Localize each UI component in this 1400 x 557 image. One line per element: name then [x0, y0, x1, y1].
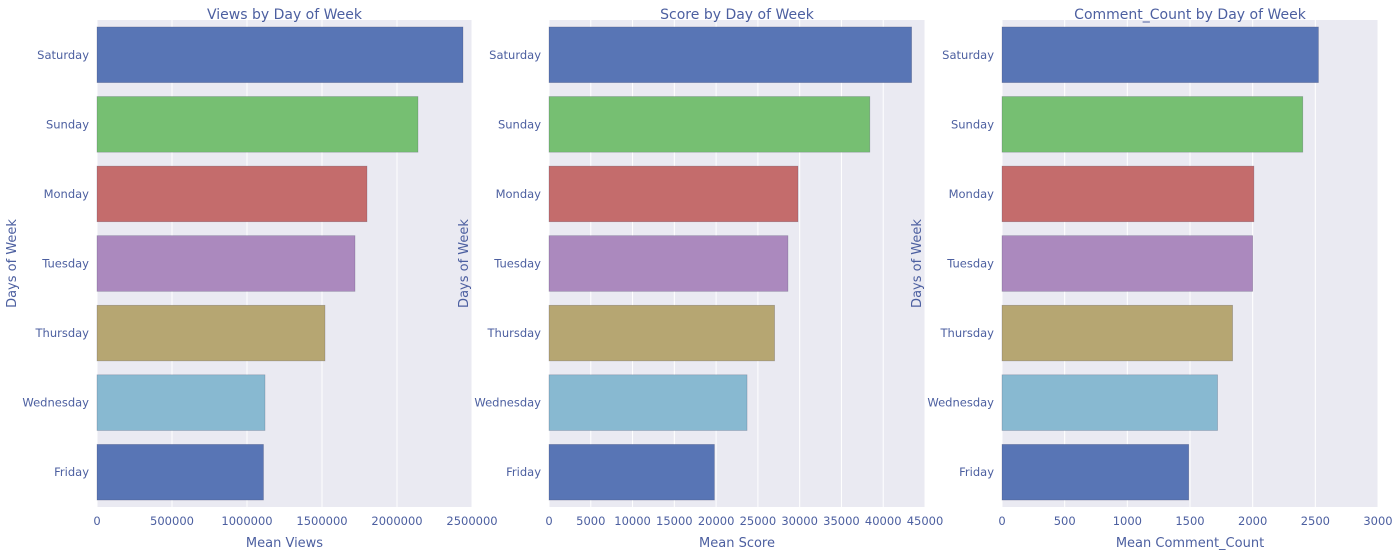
x-tick-label: 0: [998, 514, 1005, 528]
y-axis-label: Days of Week: [5, 219, 20, 308]
y-tick-label: Monday: [949, 187, 995, 201]
x-tick-label: 35000: [823, 514, 860, 528]
chart-title: Score by Day of Week: [660, 7, 815, 23]
x-tick-label: 25000: [740, 514, 777, 528]
bar-saturday: [1001, 26, 1319, 83]
x-tick-label: 40000: [865, 514, 902, 528]
y-tick-label: Tuesday: [946, 257, 994, 271]
x-tick-label: 2500: [1301, 514, 1330, 528]
y-tick-label: Saturday: [942, 48, 994, 62]
bar-sunday: [1001, 96, 1304, 153]
bar-wednesday: [1001, 374, 1218, 431]
bar-saturday: [96, 26, 464, 83]
bar-thursday: [548, 304, 775, 362]
y-tick-label: Monday: [44, 187, 90, 201]
bar-monday: [1001, 165, 1255, 223]
y-tick-label: Sunday: [951, 117, 994, 131]
x-tick-label: 20000: [698, 514, 735, 528]
bar-tuesday: [96, 235, 356, 292]
bar-friday: [96, 444, 264, 501]
bar-wednesday: [96, 374, 266, 431]
x-tick-label: 2000000: [371, 514, 422, 528]
x-tick-label: 15000: [656, 514, 693, 528]
x-tick-label: 0: [545, 514, 552, 528]
y-tick-label: Friday: [506, 465, 541, 479]
y-tick-label: Tuesday: [493, 257, 541, 271]
chart-panel-2: Saturday Sunday Monday Tuesday Thursday Wedne…: [457, 7, 943, 551]
bar-tuesday: [1001, 235, 1253, 292]
y-tick-label: Friday: [54, 465, 89, 479]
x-tick-label: 30000: [781, 514, 818, 528]
y-tick-label: Thursday: [940, 326, 995, 340]
bar-saturday: [548, 26, 912, 83]
x-tick-label: 0: [93, 514, 100, 528]
y-tick-label: Saturday: [489, 48, 541, 62]
y-tick-label: Friday: [959, 465, 994, 479]
bar-thursday: [96, 304, 326, 362]
bar-thursday: [1001, 304, 1233, 362]
x-tick-label: 1000000: [221, 514, 272, 528]
x-tick-label: 2500000: [446, 514, 497, 528]
y-axis-label: Days of Week: [910, 219, 925, 308]
y-tick-label: Monday: [496, 187, 542, 201]
y-tick-label: Tuesday: [41, 257, 89, 271]
x-tick-label: 500000: [150, 514, 194, 528]
chart-title: Views by Day of Week: [207, 7, 363, 23]
chart-title: Comment_Count by Day of Week: [1074, 7, 1307, 23]
x-tick-label: 1500000: [296, 514, 347, 528]
x-tick-label: 45000: [907, 514, 944, 528]
bar-friday: [548, 444, 715, 501]
x-tick-label: 1000: [1113, 514, 1142, 528]
x-tick-label: 2000: [1238, 514, 1267, 528]
y-tick-label: Saturday: [37, 48, 89, 62]
y-tick-label: Sunday: [46, 117, 89, 131]
x-axis-label: Mean Score: [699, 536, 775, 551]
y-tick-label: Thursday: [487, 326, 542, 340]
x-tick-label: 10000: [614, 514, 651, 528]
y-axis-label: Days of Week: [457, 219, 472, 308]
x-tick-label: 3000: [1363, 514, 1392, 528]
y-tick-label: Wednesday: [22, 396, 89, 410]
y-tick-label: Wednesday: [927, 396, 994, 410]
bar-monday: [548, 165, 799, 223]
y-tick-label: Sunday: [498, 117, 541, 131]
bar-sunday: [96, 96, 419, 153]
x-axis-label: Mean Comment_Count: [1116, 536, 1264, 551]
chart-panel-3: Saturday Sunday Monday Tuesday Thursday Wedne…: [910, 7, 1393, 551]
bar-sunday: [548, 96, 871, 153]
x-tick-label: 500: [1054, 514, 1076, 528]
bar-friday: [1001, 444, 1190, 501]
x-tick-label: 5000: [576, 514, 605, 528]
y-tick-label: Wednesday: [474, 396, 541, 410]
y-tick-label: Thursday: [35, 326, 90, 340]
x-axis-label: Mean Views: [246, 536, 323, 551]
bar-monday: [96, 165, 368, 223]
x-tick-label: 1500: [1175, 514, 1204, 528]
bar-tuesday: [548, 235, 789, 292]
bar-wednesday: [548, 374, 748, 431]
chart-panel-1: Saturday Sunday Monday Tuesday Thursday Wedne…: [5, 7, 498, 551]
